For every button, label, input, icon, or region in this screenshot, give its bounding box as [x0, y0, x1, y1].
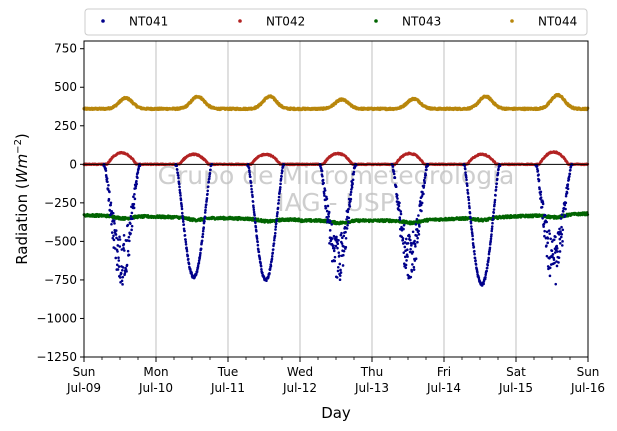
- series-nt044-points: [82, 92, 590, 112]
- legend-label-nt042: NT042: [266, 15, 305, 29]
- watermark-line-1: Grupo de Micrometeorologia: [158, 161, 515, 190]
- legend-marker-nt044: [510, 19, 514, 23]
- x-tick-label-day: Sat: [506, 365, 526, 379]
- y-axis-label-close: ): [13, 133, 31, 139]
- watermark-line-2: IAG - USP: [277, 188, 395, 217]
- x-axis: Sun Jul-09 Mon Jul-10 Tue Jul-11 Wed Jul-12 Thu J…: [66, 357, 605, 395]
- legend-label-nt041: NT041: [129, 15, 168, 29]
- y-tick-label: −1000: [36, 311, 77, 325]
- legend-marker-nt041: [101, 19, 105, 23]
- x-tick-label-day: Thu: [360, 365, 384, 379]
- y-axis-label-text: Radiation (Wm−2): [13, 133, 31, 265]
- y-tick-label: −750: [44, 273, 77, 287]
- plot-background: [84, 41, 588, 357]
- legend-marker-nt042: [238, 19, 242, 23]
- x-tick-label-day: Tue: [217, 365, 239, 379]
- y-tick-label: −1250: [36, 350, 77, 364]
- legend-label-nt044: NT044: [538, 15, 577, 29]
- legend-marker-nt043: [374, 19, 378, 23]
- y-tick-label: 500: [54, 80, 77, 94]
- x-tick-label-day: Mon: [143, 365, 168, 379]
- legend-box: [84, 8, 588, 36]
- x-tick-label-date: Jul-16: [570, 381, 605, 395]
- x-tick-label-date: Jul-13: [354, 381, 389, 395]
- legend-label-nt043: NT043: [402, 15, 441, 29]
- y-axis-label-exponent: −2: [13, 139, 24, 154]
- x-tick-label-date: Jul-11: [210, 381, 245, 395]
- x-tick-label-date: Jul-14: [426, 381, 461, 395]
- legend: NT041 NT042 NT043 NT044: [84, 8, 588, 36]
- y-tick-label: 750: [54, 42, 77, 56]
- x-tick-label-date: Jul-12: [282, 381, 317, 395]
- y-axis-label-main: Radiation (: [13, 183, 31, 265]
- x-tick-label-day: Fri: [437, 365, 451, 379]
- y-tick-label: 0: [69, 157, 77, 171]
- watermark: Grupo de Micrometeorologia IAG - USP: [158, 161, 515, 217]
- x-axis-label: Day: [321, 404, 351, 422]
- y-axis-label-unit: Wm: [13, 154, 31, 183]
- plot-area: Grupo de Micrometeorologia IAG - USP: [82, 40, 590, 358]
- x-tick-label-day: Wed: [287, 365, 313, 379]
- y-axis-label: Radiation (Wm−2): [13, 133, 31, 265]
- y-axis: −1250 −1000 −750 −500 −250 0 250 500 750: [36, 42, 84, 364]
- y-tick-label: −250: [44, 196, 77, 210]
- y-tick-label: 250: [54, 119, 77, 133]
- x-tick-label-date: Jul-15: [498, 381, 533, 395]
- x-tick-label-day: Sun: [73, 365, 96, 379]
- y-tick-label: −500: [44, 234, 77, 248]
- x-tick-label-date: Jul-10: [138, 381, 173, 395]
- x-tick-label-day: Sun: [577, 365, 600, 379]
- x-tick-label-date: Jul-09: [66, 381, 101, 395]
